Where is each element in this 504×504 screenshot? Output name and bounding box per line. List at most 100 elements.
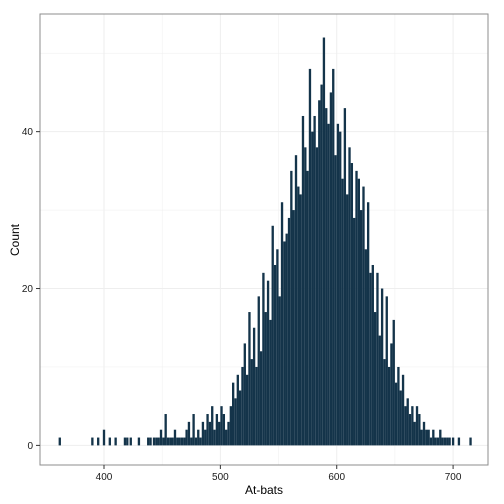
histogram-bar (290, 170, 293, 446)
histogram-bar (264, 312, 267, 446)
histogram-bar (355, 170, 358, 446)
histogram-bar (114, 437, 117, 446)
x-tick-label: 400 (96, 472, 113, 483)
histogram-bar (241, 366, 244, 446)
histogram-bar (366, 202, 370, 446)
histogram-bar (252, 327, 256, 446)
histogram-bar (197, 429, 200, 446)
bars (58, 37, 472, 446)
histogram-bar (164, 414, 167, 446)
histogram-bar (306, 170, 309, 446)
histogram-bar (415, 406, 419, 446)
histogram-bar (348, 147, 351, 446)
panel-border (39, 13, 489, 466)
histogram-bar (448, 437, 451, 446)
histogram-bar (422, 421, 426, 446)
histogram-bar (413, 421, 416, 446)
histogram-bar (137, 437, 141, 446)
histogram-bar (255, 366, 258, 446)
histogram-bar (269, 319, 272, 446)
histogram-bar (204, 429, 207, 446)
x-tick-label: 500 (212, 472, 229, 483)
histogram-bar (273, 264, 277, 446)
histogram-bar (155, 437, 158, 446)
histogram-bar (159, 429, 163, 446)
histogram-bar (206, 414, 209, 446)
histogram-bar (152, 437, 156, 446)
histogram-bar (315, 147, 319, 446)
histogram-bar (232, 382, 235, 446)
histogram-bar (357, 178, 360, 446)
histogram-bar (325, 108, 328, 446)
histogram-bar (406, 398, 409, 446)
histogram-bar (401, 374, 405, 446)
histogram-bar (404, 406, 407, 446)
histogram-bar (108, 437, 111, 446)
histogram-bar (257, 296, 260, 446)
histogram-bar (227, 421, 230, 446)
histogram-bar (329, 92, 333, 446)
histogram-bar (383, 359, 386, 446)
histogram-bar (225, 429, 228, 446)
histogram-bar (411, 406, 414, 446)
histogram-bar (390, 343, 393, 446)
histogram-bar (243, 343, 246, 446)
histogram-bar (339, 131, 342, 446)
histogram-bar (394, 382, 398, 446)
histogram-bar (234, 398, 237, 446)
histogram-bar (318, 100, 321, 446)
histogram-bar (436, 437, 440, 446)
histogram-bar (271, 225, 274, 446)
histogram-bar (427, 429, 430, 446)
y-tick-label: 40 (22, 127, 34, 138)
histogram-bar (238, 390, 242, 446)
histogram-bar (341, 178, 344, 446)
histogram-bar (362, 186, 365, 446)
histogram-bar (194, 437, 198, 446)
histogram-bar (441, 437, 444, 446)
histogram-bar (285, 233, 288, 446)
histogram-bar (432, 429, 435, 446)
histogram-bar (262, 272, 265, 446)
histogram-bar (173, 429, 177, 446)
histogram-bar (129, 437, 132, 446)
histogram-bar (420, 429, 423, 446)
axis-ticks: 400 500 600 700 0 20 40 (22, 127, 462, 483)
histogram-bar (380, 288, 384, 446)
histogram-bar (294, 155, 298, 446)
histogram-bar (166, 437, 170, 446)
histogram-bar (387, 366, 391, 446)
histogram-bar (218, 421, 221, 446)
histogram-bar (425, 429, 428, 446)
histogram-bar (126, 437, 129, 446)
y-tick-label: 20 (22, 284, 34, 295)
histogram-bar (192, 414, 195, 446)
histogram-bar (245, 374, 249, 446)
histogram-bar (439, 429, 442, 446)
histogram-bar (334, 155, 337, 446)
histogram-bar (123, 437, 127, 446)
histogram-bar (297, 186, 300, 446)
x-tick-label: 600 (328, 472, 345, 483)
histogram-bar (327, 123, 330, 446)
histogram-bar (429, 437, 433, 446)
histogram-bar (364, 249, 367, 446)
histogram-bar (266, 280, 270, 446)
histogram-bar (178, 437, 181, 446)
histogram-bar (434, 437, 437, 446)
histogram-bar (304, 147, 307, 446)
histogram-bar (385, 296, 388, 446)
histogram-bar (313, 115, 316, 446)
histogram-bar (169, 437, 172, 446)
histogram-bar (292, 210, 295, 446)
histogram-bar (171, 437, 174, 446)
histogram-bar (469, 437, 472, 446)
histogram-bar (215, 414, 219, 446)
histogram-bar (91, 437, 94, 446)
histogram-bar (320, 84, 323, 446)
histogram-bar (259, 351, 263, 446)
histogram-bar (287, 217, 291, 446)
histogram-bar (220, 406, 223, 446)
histogram-bar (162, 437, 165, 446)
histogram-bar (102, 429, 106, 446)
